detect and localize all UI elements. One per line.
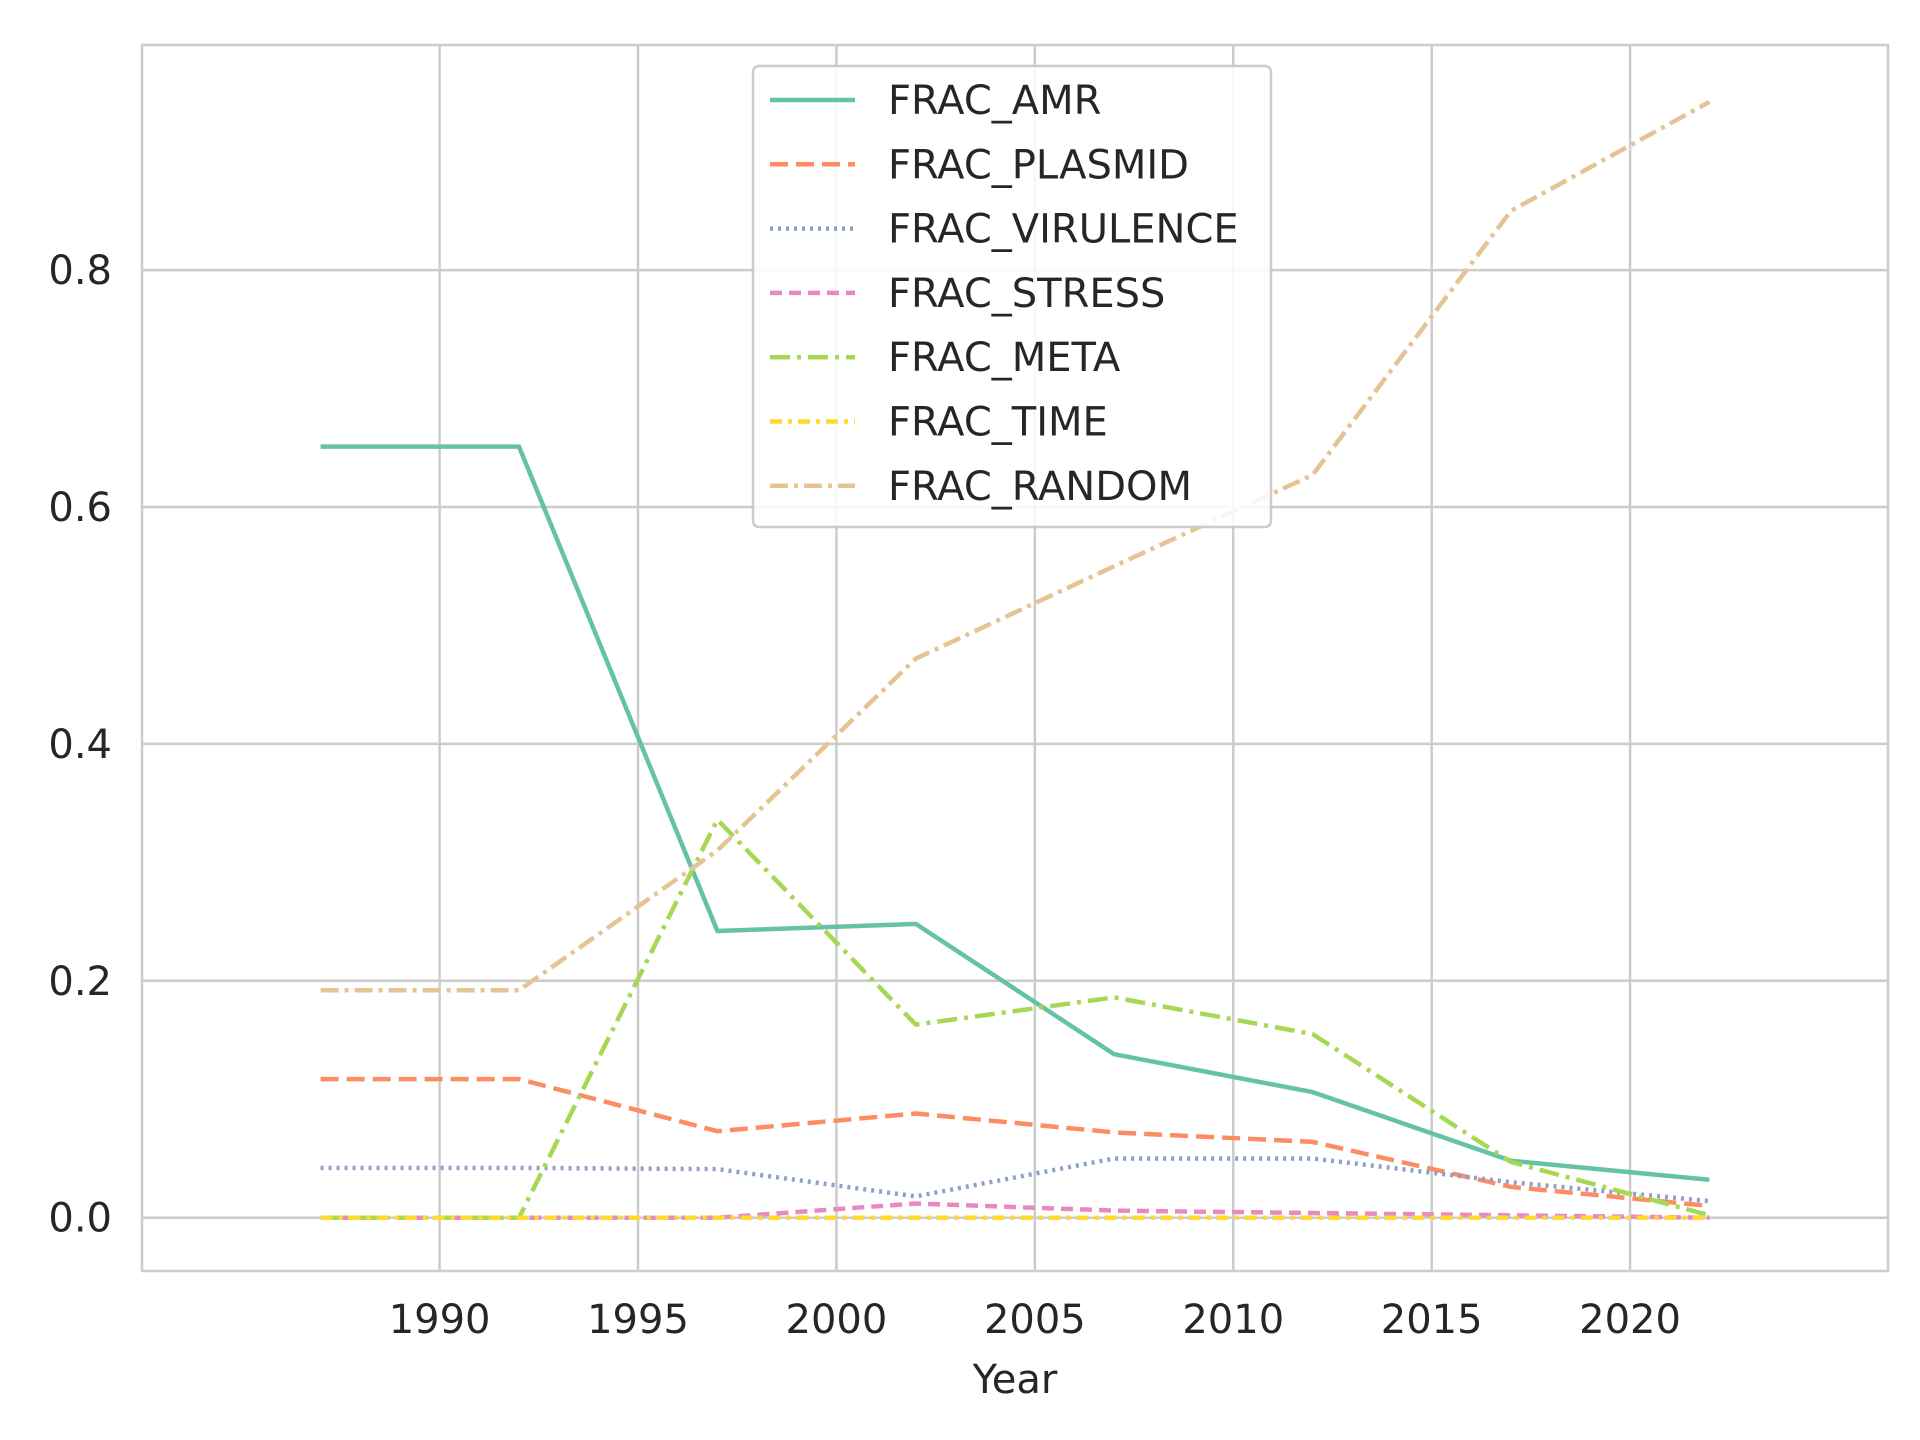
legend: FRAC_AMR FRAC_PLASMID FRAC_VIRULENCE FRAC_S…	[751, 64, 1273, 529]
x-tick-label: 2010	[1182, 1297, 1284, 1343]
legend-label: FRAC_AMR	[888, 78, 1101, 124]
plot-frame	[140, 43, 1890, 1273]
y-tick-label: 0.8	[48, 248, 112, 294]
x-tick-label: 1990	[389, 1297, 491, 1343]
x-tick-label: 2005	[984, 1297, 1086, 1343]
series-line-frac-meta	[320, 817, 1710, 1220]
legend-label: FRAC_STRESS	[888, 271, 1165, 317]
y-tick-label: 0.2	[48, 959, 112, 1005]
x-tick-labels: 1990 1995 2000 2005 2010 2015 2020	[389, 1297, 1681, 1343]
legend-label: FRAC_META	[888, 335, 1121, 381]
series-line-frac-plasmid	[320, 1076, 1710, 1209]
y-tick-label: 0.6	[48, 485, 112, 531]
legend-label: FRAC_PLASMID	[888, 142, 1189, 188]
x-tick-label: 1995	[587, 1297, 689, 1343]
legend-label: FRAC_VIRULENCE	[888, 207, 1239, 253]
series-line-frac-amr	[320, 444, 1710, 1183]
series-line-frac-random	[320, 99, 1711, 993]
y-tick-label: 0.4	[48, 722, 112, 768]
x-tick-label: 2020	[1579, 1297, 1681, 1343]
series-line-frac-virulence	[320, 1156, 1710, 1204]
x-tick-label: 2015	[1381, 1297, 1483, 1343]
series-lines	[320, 99, 1711, 1220]
legend-label: FRAC_TIME	[888, 400, 1108, 446]
legend-box	[751, 64, 1273, 529]
y-tick-labels: 0.0 0.2 0.4 0.6 0.8	[48, 248, 112, 1242]
legend-label: FRAC_RANDOM	[888, 464, 1192, 510]
x-tick-label: 2000	[786, 1297, 888, 1343]
x-axis-label: Year	[972, 1357, 1058, 1403]
y-tick-label: 0.0	[48, 1196, 112, 1242]
